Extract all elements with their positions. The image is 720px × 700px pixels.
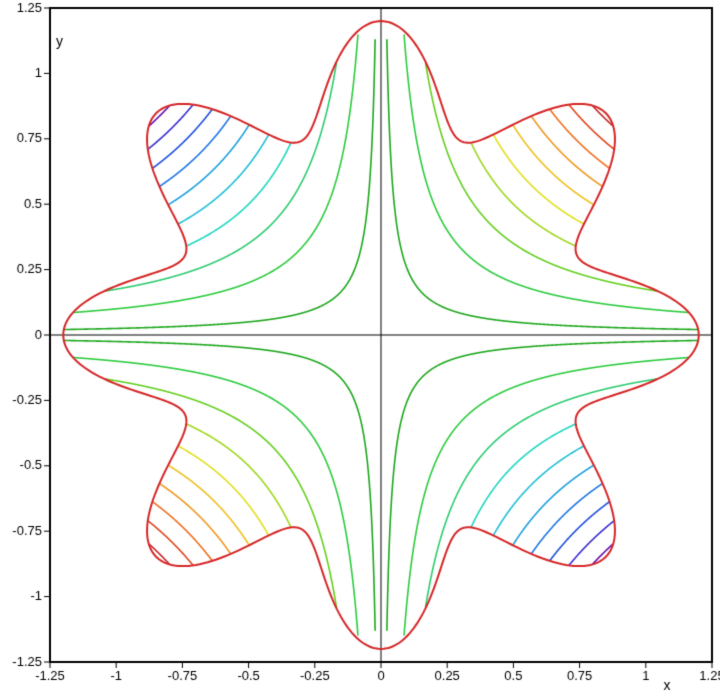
contour-plot — [0, 0, 720, 700]
plot-canvas — [0, 0, 720, 700]
